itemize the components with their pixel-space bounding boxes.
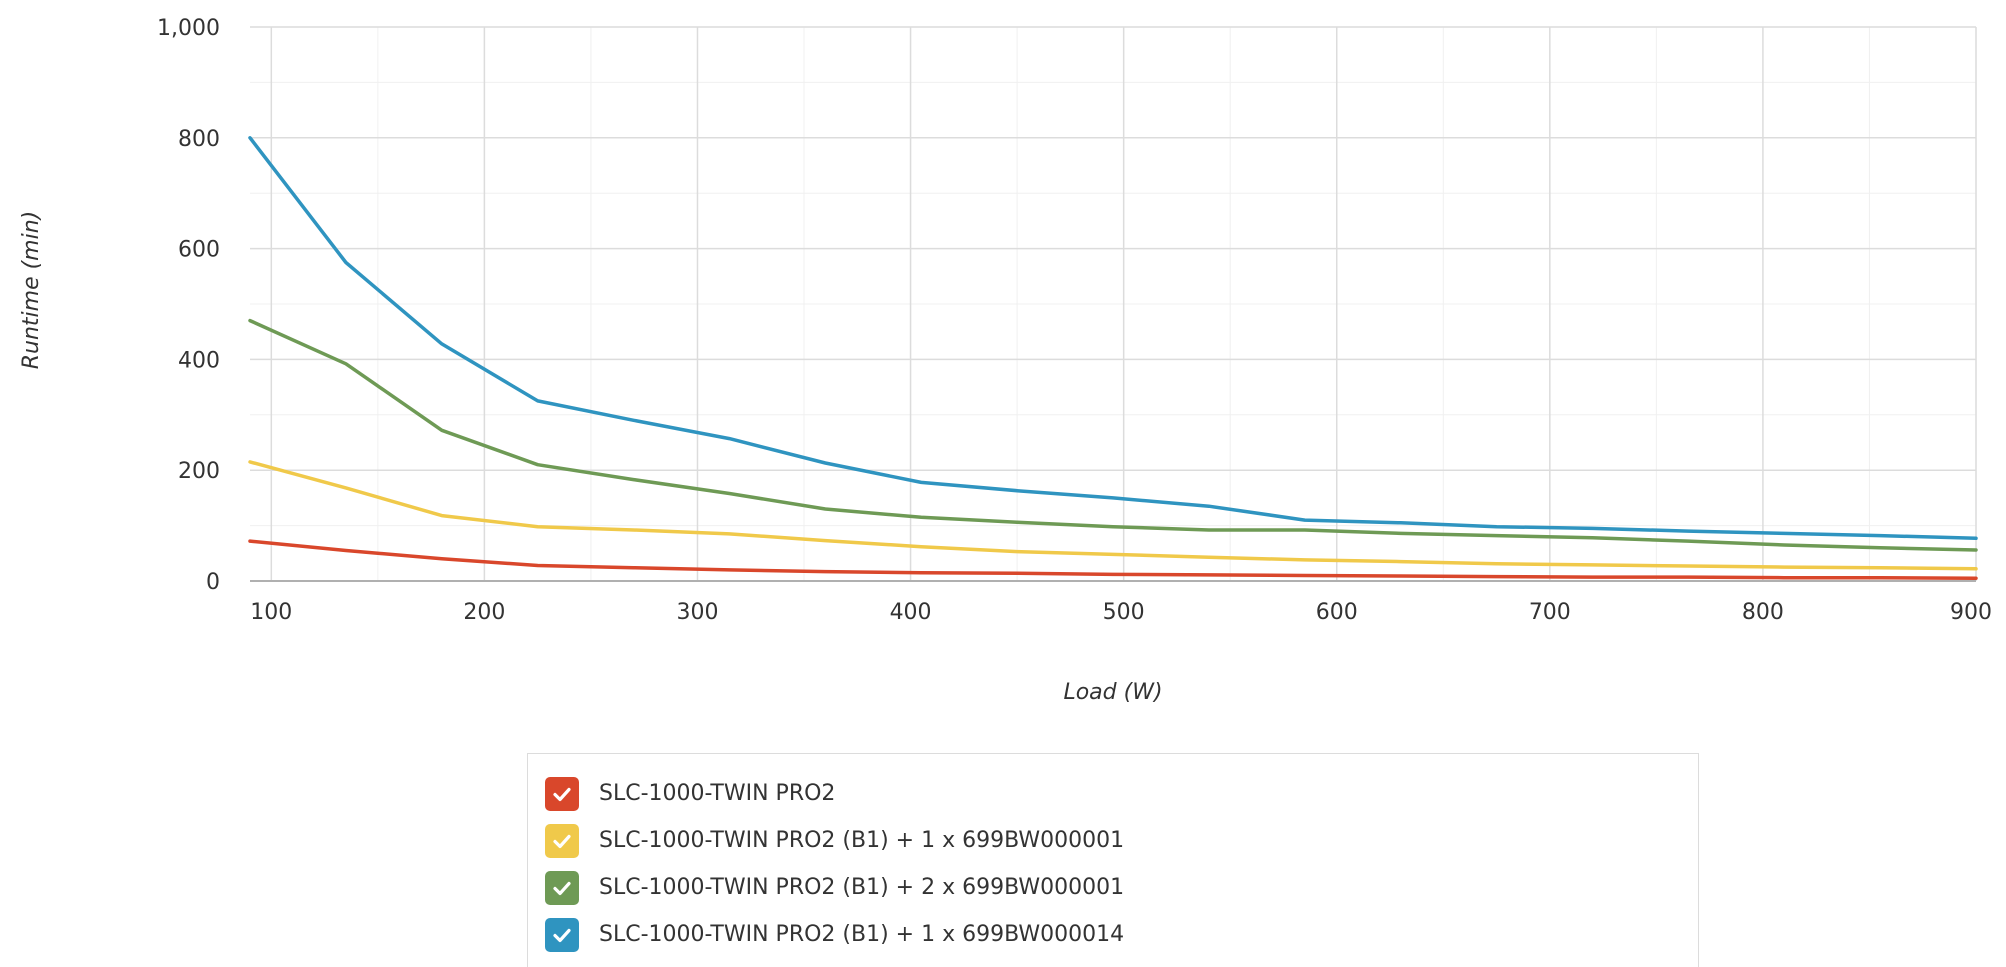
checkmark-icon	[553, 787, 571, 801]
y-tick-label: 600	[178, 238, 220, 263]
legend-label: SLC-1000-TWIN PRO2 (B1) + 1 x 699BW00001…	[599, 922, 1125, 947]
y-tick-label: 800	[178, 127, 220, 152]
x-tick-label: 900	[1950, 600, 1992, 625]
legend-label: SLC-1000-TWIN PRO2	[599, 781, 836, 806]
checkmark-icon	[553, 881, 571, 895]
y-tick-label: 1,000	[157, 16, 220, 41]
legend-item-4[interactable]: SLC-1000-TWIN PRO2 (B1) + 1 x 699BW00001…	[545, 911, 1681, 958]
legend-checkbox[interactable]	[545, 917, 579, 952]
legend-checkbox[interactable]	[545, 870, 579, 905]
checkmark-icon	[553, 928, 571, 942]
checkmark-icon	[553, 834, 571, 848]
series-line-4	[248, 136, 1978, 541]
y-tick-label: 0	[206, 570, 220, 595]
series-line-3	[248, 318, 1978, 552]
legend-item-3[interactable]: SLC-1000-TWIN PRO2 (B1) + 2 x 699BW00000…	[545, 864, 1681, 911]
y-tick-label: 200	[178, 459, 220, 484]
x-tick-label: 100	[250, 600, 292, 625]
x-axis-tick-labels: 100 200 300 400 500 600 700 800 900	[250, 600, 1992, 625]
x-tick-label: 400	[890, 600, 932, 625]
y-tick-label: 400	[178, 348, 220, 373]
x-tick-label: 500	[1103, 600, 1145, 625]
x-axis-label: Load (W)	[1063, 680, 1162, 705]
major-grid	[250, 26, 1977, 581]
legend-checkbox[interactable]	[545, 823, 579, 858]
series-line-1	[248, 539, 1978, 580]
legend-checkbox[interactable]	[545, 776, 579, 811]
y-axis-tick-labels: 0 200 400 600 800 1,000	[157, 16, 220, 595]
x-tick-label: 600	[1316, 600, 1358, 625]
runtime-chart: 0 200 400 600 800 1,000 100 200 300 400 500 600 700…	[19, 16, 1992, 705]
x-tick-label: 700	[1529, 600, 1571, 625]
legend-label: SLC-1000-TWIN PRO2 (B1) + 2 x 699BW00000…	[599, 875, 1125, 900]
series-line-2	[248, 460, 1978, 571]
legend-label: SLC-1000-TWIN PRO2 (B1) + 1 x 699BW00000…	[599, 828, 1125, 853]
x-tick-label: 200	[463, 600, 505, 625]
series-lines	[248, 136, 1978, 580]
y-axis-label: Runtime (min)	[19, 211, 44, 370]
legend-item-2[interactable]: SLC-1000-TWIN PRO2 (B1) + 1 x 699BW00000…	[545, 817, 1681, 864]
legend-item-1[interactable]: SLC-1000-TWIN PRO2	[545, 770, 1681, 817]
x-tick-label: 800	[1742, 600, 1784, 625]
x-tick-label: 300	[676, 600, 718, 625]
legend: SLC-1000-TWIN PRO2 SLC-1000-TWIN PRO2 (B1…	[527, 753, 1699, 967]
